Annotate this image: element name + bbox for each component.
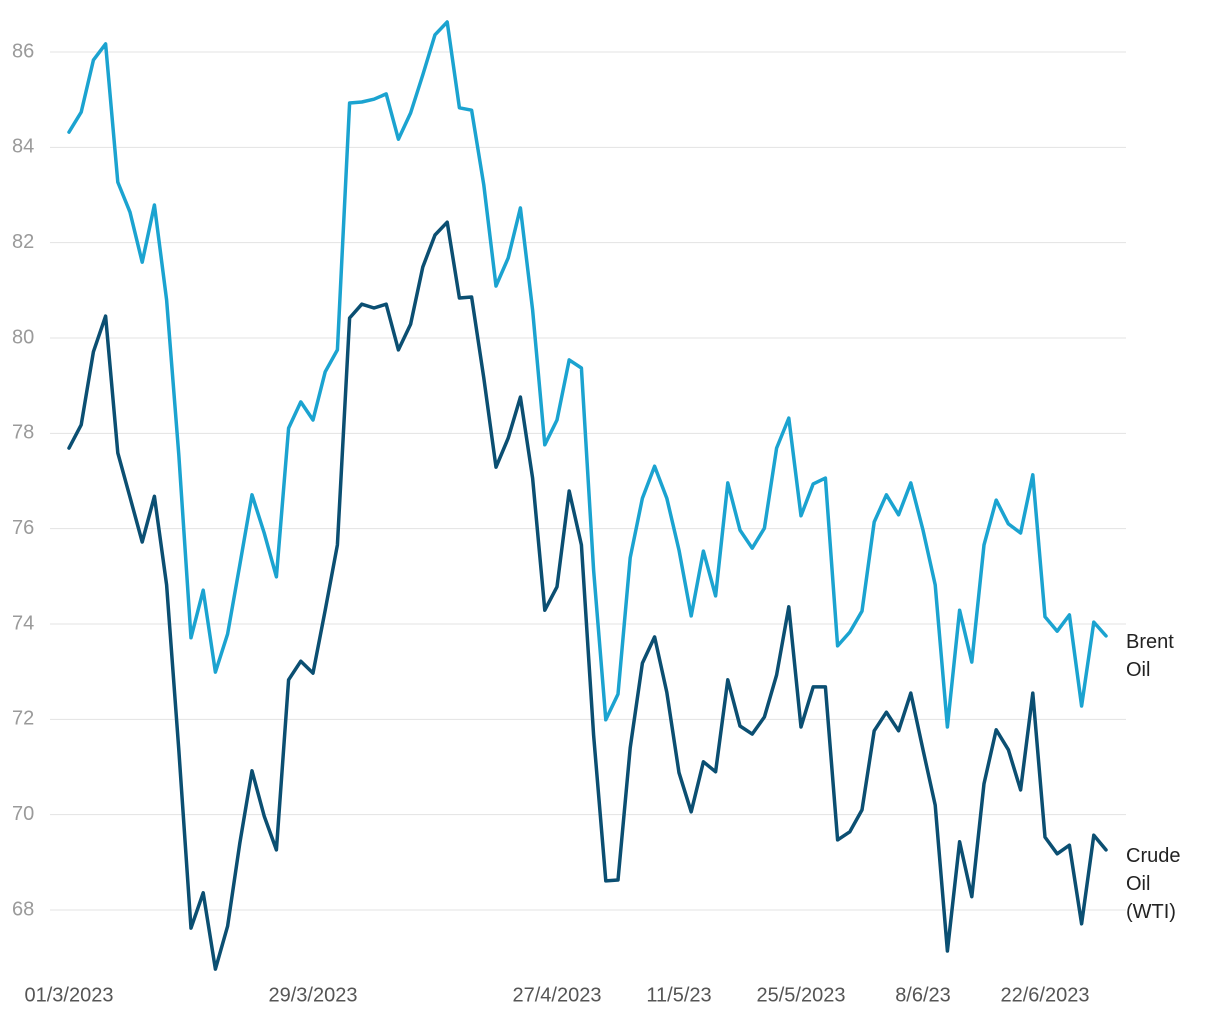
y-tick-label: 78: [12, 422, 34, 444]
y-tick-label: 80: [12, 326, 34, 348]
series-line: [67, 220, 1108, 971]
x-tick-label: 01/3/2023: [25, 984, 114, 1006]
y-tick-label: 84: [12, 136, 34, 158]
y-tick-label: 76: [12, 517, 34, 539]
y-tick-label: 74: [12, 612, 34, 634]
series-label: Crude Oil (WTI): [1126, 844, 1181, 923]
y-tick-label: 68: [12, 898, 34, 920]
y-tick-label: 70: [12, 803, 34, 825]
x-tick-label: 27/4/2023: [513, 984, 602, 1006]
series-line: [67, 20, 1108, 729]
x-tick-label: 8/6/23: [895, 984, 951, 1006]
y-tick-label: 82: [12, 231, 34, 253]
x-tick-label: 11/5/23: [646, 984, 711, 1006]
x-tick-label: 25/5/2023: [757, 984, 846, 1006]
series-label: Brent Oil: [1126, 630, 1174, 681]
y-tick-label: 72: [12, 708, 34, 730]
x-tick-label: 22/6/2023: [1001, 984, 1090, 1006]
y-tick-label: 86: [12, 40, 34, 62]
x-tick-label: 29/3/2023: [269, 984, 358, 1006]
